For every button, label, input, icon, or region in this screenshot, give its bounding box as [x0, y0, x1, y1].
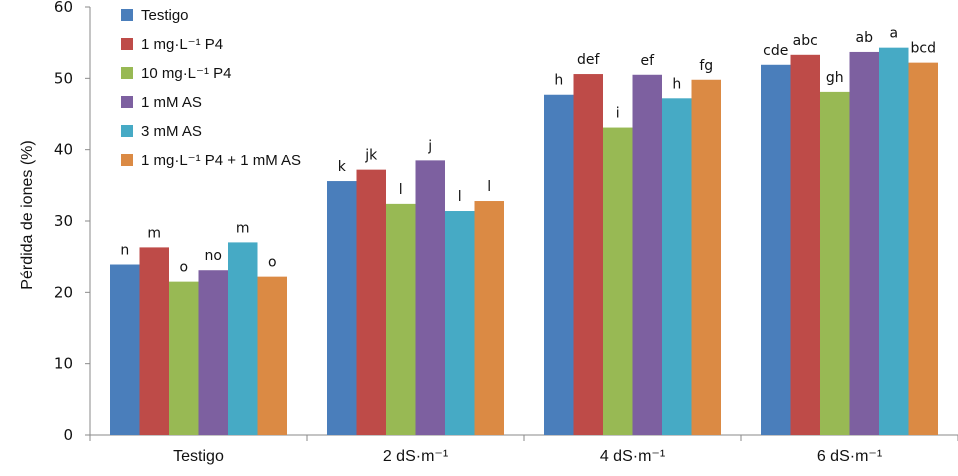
bar-significance-label: ef	[640, 53, 655, 69]
bar-significance-label: jk	[364, 148, 378, 164]
y-tick-label: 50	[54, 69, 73, 87]
legend-label: 10 mg·L⁻¹ P4	[141, 65, 231, 82]
bar-significance-label: l	[487, 179, 491, 195]
bar	[761, 64, 791, 435]
legend-swatch	[121, 67, 133, 79]
bar	[139, 247, 169, 435]
bar	[474, 201, 504, 435]
bar-significance-label: l	[458, 189, 462, 205]
legend-swatch	[121, 125, 133, 137]
y-tick-label: 10	[54, 355, 73, 373]
y-axis-label: Pérdida de iones (%)	[19, 140, 36, 289]
y-tick-label: 40	[54, 141, 73, 159]
bar	[662, 98, 692, 435]
bar-significance-label: h	[672, 76, 681, 92]
bar	[356, 169, 386, 435]
bar-significance-label: m	[236, 220, 250, 236]
bar	[790, 54, 820, 435]
bar	[632, 74, 662, 436]
bar-significance-label: o	[268, 255, 277, 271]
bar	[849, 51, 879, 435]
x-category-label: 2 dS·m⁻¹	[383, 448, 448, 465]
legend-label: 1 mg·L⁻¹ P4	[141, 36, 223, 53]
bar-significance-label: o	[179, 260, 188, 276]
bar	[820, 91, 850, 436]
bar-significance-label: n	[120, 243, 129, 259]
bar	[257, 276, 287, 435]
bar	[879, 47, 909, 435]
bar	[386, 203, 416, 435]
legend-label: 1 mg·L⁻¹ P4 + 1 mM AS	[141, 152, 301, 169]
x-category-label: 4 dS·m⁻¹	[600, 448, 665, 465]
legend: Testigo 1 mg·L⁻¹ P4 10 mg·L⁻¹ P4 1 mM AS 3 m…	[121, 7, 301, 169]
bar	[573, 74, 603, 435]
bar-significance-label: no	[205, 248, 222, 264]
bar-significance-label: cde	[763, 43, 788, 59]
bar	[110, 264, 140, 435]
bar	[691, 79, 721, 435]
y-tick-label: 0	[63, 426, 73, 444]
legend-label: 1 mM AS	[141, 94, 202, 111]
bar	[445, 211, 475, 435]
bar-significance-label: l	[399, 182, 403, 198]
y-tick-label: 60	[54, 0, 73, 16]
bar	[327, 181, 357, 435]
bar	[415, 160, 445, 435]
bar-significance-label: gh	[826, 70, 844, 86]
legend-label: 3 mM AS	[141, 123, 202, 140]
bars	[110, 47, 938, 436]
bar	[198, 270, 228, 435]
legend-label: Testigo	[141, 7, 189, 24]
x-category-label: 6 dS·m⁻¹	[817, 448, 882, 465]
bar-significance-label: fg	[699, 58, 713, 74]
bar-significance-label: k	[338, 159, 347, 175]
x-category-label: Testigo	[173, 448, 224, 465]
bar-significance-label: def	[577, 52, 601, 68]
legend-swatch	[121, 96, 133, 108]
bar	[228, 242, 258, 435]
bar-significance-label: a	[889, 26, 898, 42]
axes: 0 10 20 30 40 50 60 Testigo 2 dS·m⁻¹ 4 dS·m⁻¹ 6 dS…	[54, 0, 958, 465]
bar-significance-label: bcd	[911, 41, 936, 57]
bar-significance-label: m	[147, 225, 161, 241]
bar-significance-label: j	[427, 138, 432, 154]
bar	[908, 62, 938, 435]
y-tick-label: 30	[54, 212, 73, 230]
y-tick-label: 20	[54, 283, 73, 301]
legend-swatch	[121, 154, 133, 166]
legend-swatch	[121, 9, 133, 21]
bar-significance-label: abc	[793, 33, 818, 49]
bar	[603, 127, 633, 435]
bar-significance-label: i	[616, 106, 620, 122]
bar	[169, 281, 199, 435]
legend-swatch	[121, 38, 133, 50]
bar	[544, 94, 574, 436]
bar-significance-label: ab	[856, 30, 874, 46]
bar-significance-label: h	[554, 73, 563, 89]
